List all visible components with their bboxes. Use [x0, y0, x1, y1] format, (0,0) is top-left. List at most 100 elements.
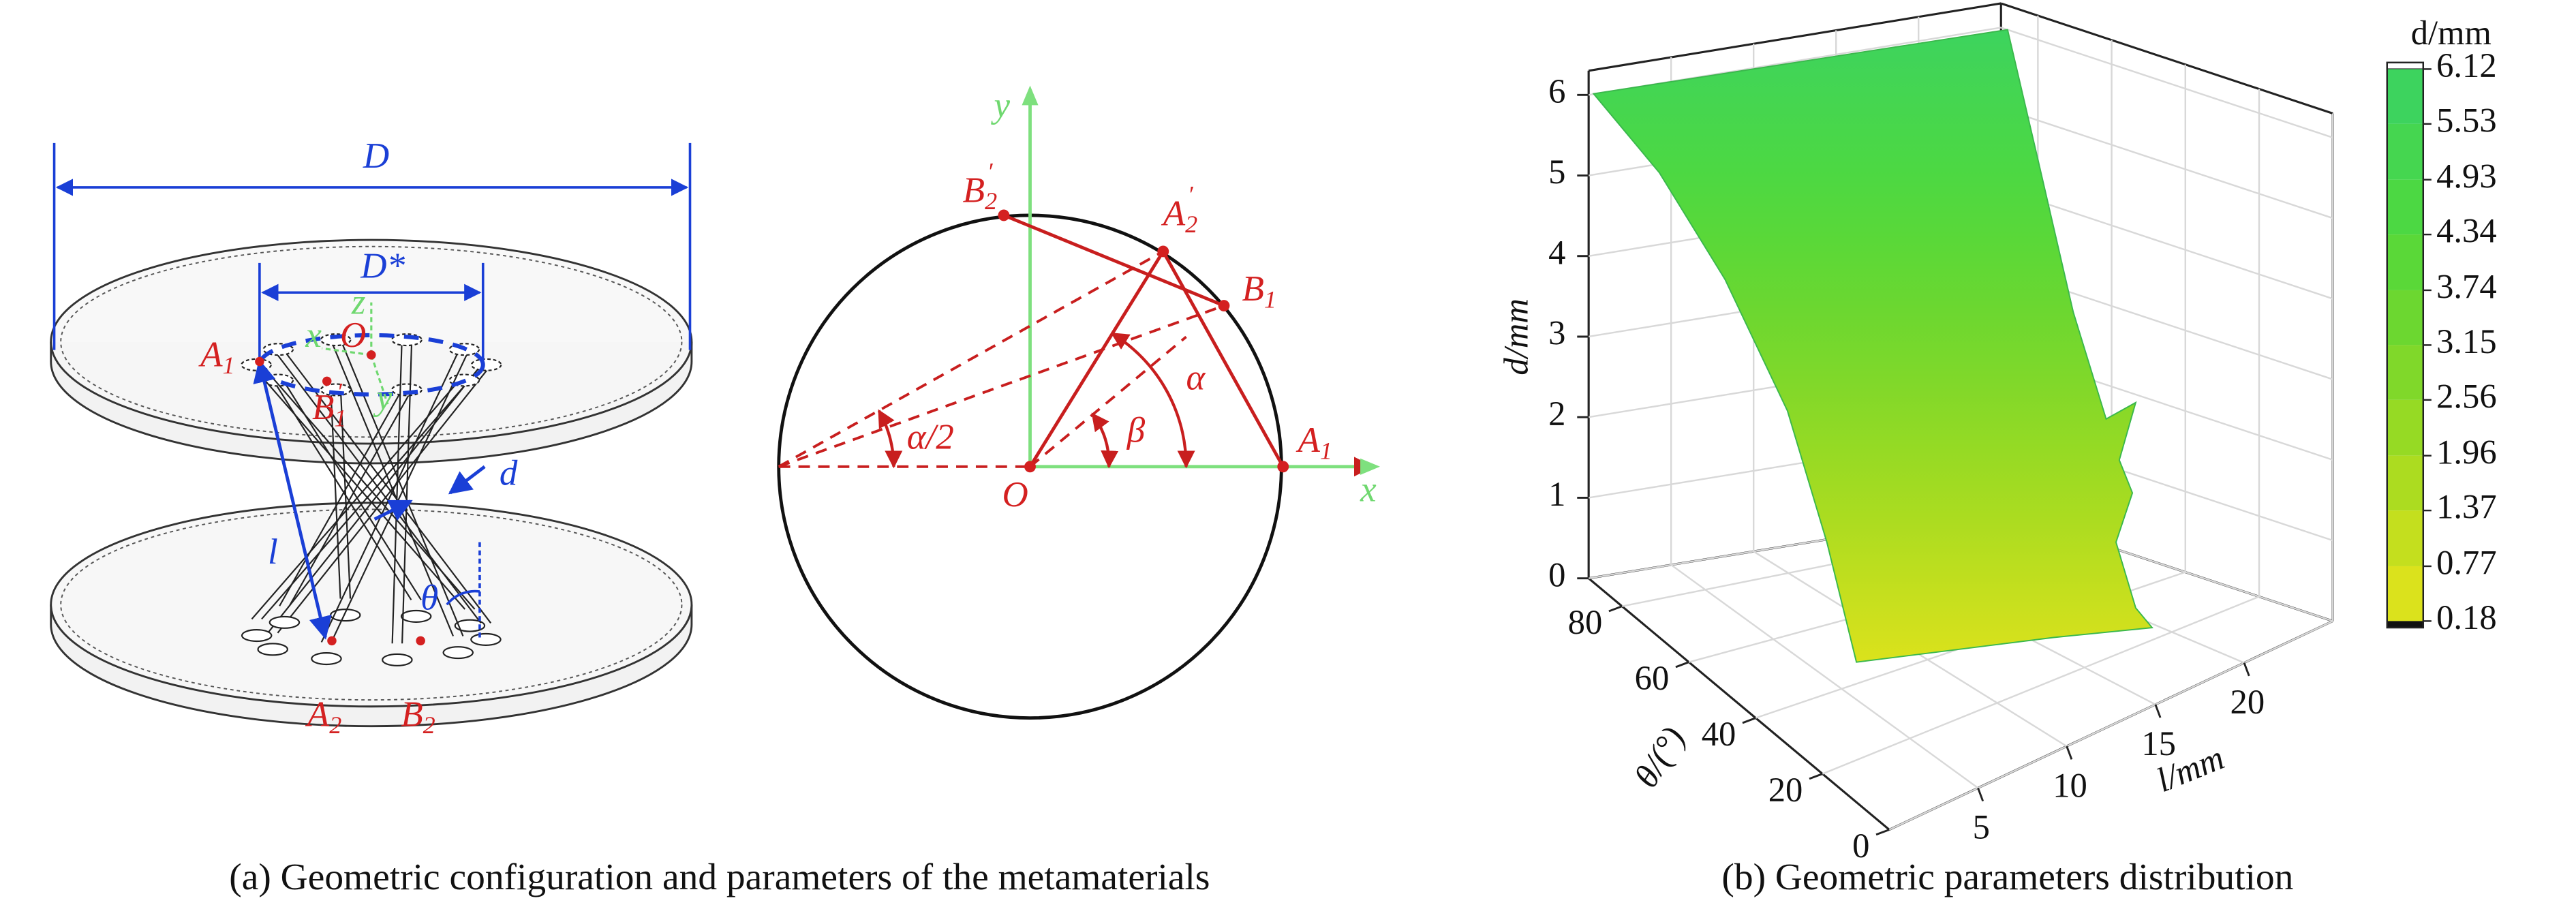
strut-end	[382, 653, 413, 666]
label-main: B	[401, 695, 423, 735]
colorbar-band	[2387, 510, 2423, 566]
structure-drawing	[50, 142, 693, 728]
label-main: A	[305, 695, 330, 735]
colorbar-band	[2387, 455, 2423, 511]
theta-tick-label: 80	[1568, 603, 1603, 641]
d-arrow	[448, 465, 486, 495]
label: B2′	[963, 158, 997, 215]
l-tick-label: 15	[2141, 724, 2176, 763]
colorbar-tick-label: 5.53	[2436, 101, 2497, 139]
point	[1024, 461, 1036, 473]
z-axis-label: d/mm	[1497, 298, 1535, 375]
caption: (a) Geometric configuration and paramete…	[229, 856, 1210, 897]
label: B2	[401, 695, 435, 739]
colorbar-bottom-cap	[2387, 621, 2423, 628]
label: B1	[1242, 269, 1276, 313]
point	[367, 350, 376, 360]
label: d	[500, 453, 518, 493]
label: l	[268, 532, 278, 572]
strut-end	[311, 652, 342, 666]
z-tick-label: 6	[1548, 72, 1565, 110]
label: A2′	[1161, 181, 1197, 238]
upper-disk-inner	[60, 245, 683, 438]
theta-arc	[446, 589, 480, 606]
strut-end	[269, 615, 301, 629]
colorbar-tick-label: 3.74	[2436, 268, 2497, 306]
theta-tick-label: 0	[1852, 827, 1869, 865]
point	[255, 356, 264, 367]
strut-end	[400, 609, 432, 623]
strut	[330, 389, 341, 599]
half-alpha-arc	[877, 409, 903, 469]
grid-line	[1822, 596, 2260, 775]
theta-tick-label: 60	[1635, 659, 1670, 697]
label: D	[363, 136, 389, 176]
z-tick-label: 2	[1548, 395, 1565, 433]
strut	[339, 339, 464, 636]
box-edge	[1588, 577, 1890, 831]
label: β	[1126, 411, 1146, 450]
label: D*	[360, 247, 405, 286]
z-tick-label: 3	[1548, 314, 1565, 352]
label: O	[1002, 475, 1028, 514]
alpha-arc	[1110, 332, 1195, 469]
label-main: A	[1161, 194, 1186, 234]
colorbar-band	[2387, 69, 2423, 124]
label-sub: 2	[985, 187, 997, 215]
box-edge	[1588, 2, 2002, 72]
line	[1028, 250, 1165, 468]
grid-line	[1670, 564, 1979, 789]
label: A1	[1295, 420, 1332, 465]
z-tick-label: 4	[1548, 233, 1565, 271]
colorbar-tick-label: 4.34	[2436, 212, 2497, 250]
label-main: B	[312, 388, 334, 427]
label-main: A	[198, 335, 223, 375]
label-sub: 2	[423, 711, 435, 739]
theta-axis-label: θ/(°)	[1627, 720, 1693, 794]
caption: (b) Geometric parameters distribution	[1721, 856, 2293, 897]
grid-line	[2000, 187, 2333, 300]
point	[998, 209, 1010, 221]
strut	[391, 339, 403, 644]
label: z	[351, 283, 366, 322]
point	[1218, 300, 1230, 311]
beta-arc	[1091, 412, 1119, 469]
point	[327, 636, 337, 646]
label: O	[340, 316, 366, 355]
strut	[331, 349, 470, 643]
colorbar-band	[2387, 345, 2423, 400]
line	[1003, 213, 1225, 307]
l-tick	[2154, 704, 2162, 718]
label: θ	[420, 579, 438, 618]
colorbar-tick-label: 2.56	[2436, 377, 2497, 415]
lower-disk-inner	[60, 508, 683, 701]
label: y	[990, 85, 1010, 125]
theta-tick-label: 20	[1768, 771, 1803, 809]
strut	[330, 339, 455, 636]
label: A1	[198, 335, 234, 380]
l-tick-label: 5	[1973, 808, 1990, 846]
theta-tick	[1742, 717, 1756, 724]
l-tick-label: 10	[2053, 766, 2087, 804]
label: A2	[305, 695, 341, 739]
label: y	[373, 378, 393, 418]
point	[1277, 461, 1289, 473]
label-main: B	[963, 171, 985, 211]
strut-end	[257, 643, 289, 656]
x-axis-local	[322, 347, 372, 356]
colorbar-tick-label: 4.93	[2436, 157, 2497, 195]
structure-labels: D D* A1 O x z y B1′ d l θ A2 B2	[198, 136, 518, 739]
z-tick-label: 0	[1548, 555, 1565, 594]
colorbar-band	[2387, 179, 2423, 235]
d-arrow	[373, 499, 413, 521]
colorbar-tick-label: 0.18	[2436, 598, 2497, 636]
colorbar-band	[2387, 566, 2423, 621]
strut-end	[442, 646, 474, 660]
grid-line	[1888, 620, 2333, 831]
label: B1′	[312, 378, 346, 432]
grid-line	[2000, 27, 2333, 139]
circle-diagram: y x O B2′ A2′ B1 A1 α/2 α β	[777, 85, 1380, 720]
strut	[320, 349, 461, 643]
